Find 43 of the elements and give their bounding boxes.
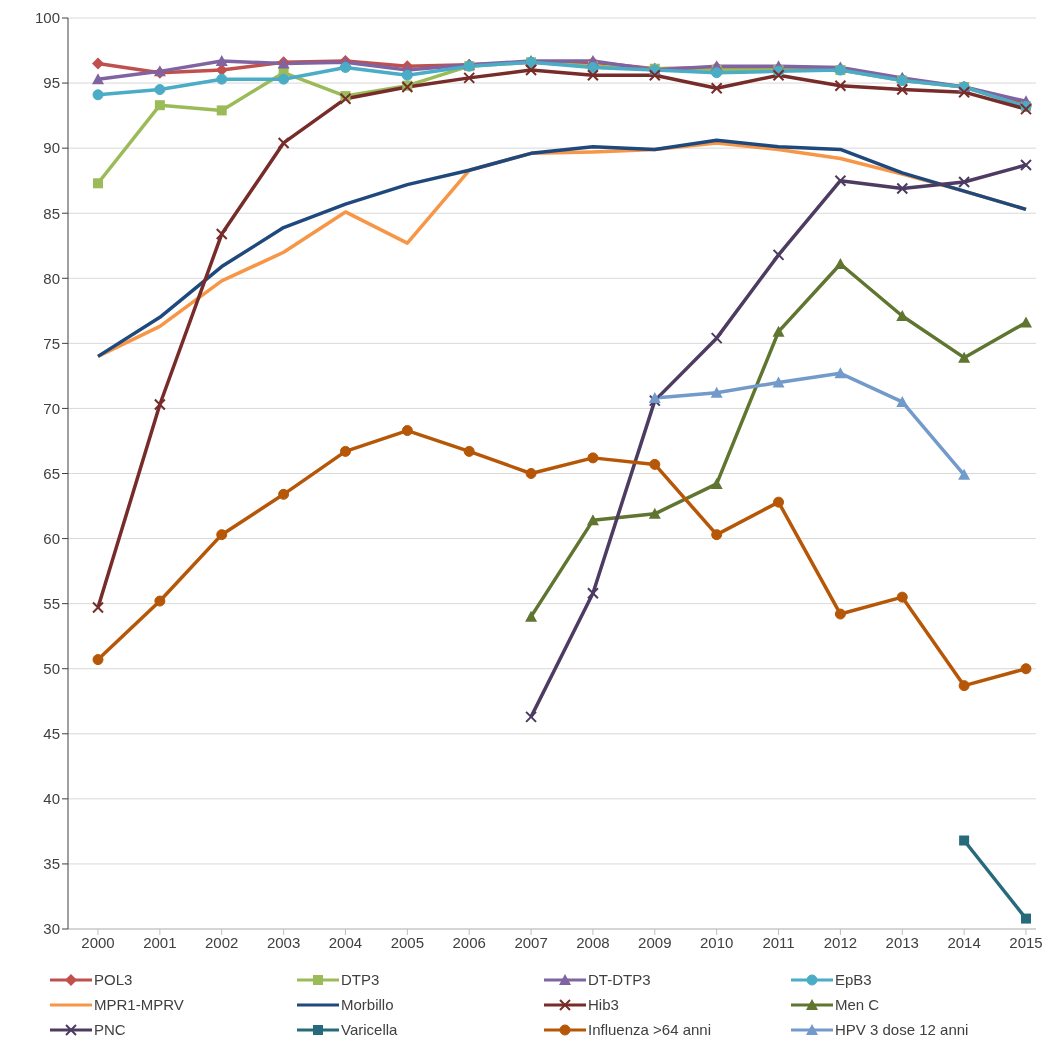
y-tick-label: 30	[43, 920, 60, 938]
y-tick-label: 90	[43, 139, 60, 157]
y-tick-label: 80	[43, 269, 60, 287]
y-tick-label: 35	[43, 855, 60, 873]
legend-label: MPR1-MPRV	[94, 996, 184, 1013]
legend-label: POL3	[94, 971, 133, 988]
x-tick-label: 2005	[390, 933, 425, 951]
x-tick-label: 2010	[699, 933, 734, 951]
x-tick-label: 2004	[328, 933, 363, 951]
legend-label: Morbillo	[341, 996, 394, 1013]
y-tick-label: 95	[43, 74, 60, 92]
legend-label: Men C	[835, 996, 880, 1013]
x-tick-label: 2002	[205, 933, 239, 951]
x-tick-label: 2009	[638, 933, 672, 951]
y-tick-label: 50	[43, 660, 60, 678]
x-tick-label: 2011	[762, 933, 795, 951]
x-tick-label: 2003	[266, 933, 301, 951]
y-tick-label: 40	[43, 790, 60, 808]
y-tick-label: 65	[43, 464, 60, 482]
x-tick-label: 2000	[81, 933, 115, 951]
x-tick-label: 2001	[143, 933, 177, 951]
legend-label: Hib3	[588, 996, 619, 1013]
x-tick-label: 2008	[576, 933, 610, 951]
x-tick-label: 2013	[885, 933, 919, 951]
legend-label: HPV 3 dose 12 anni	[835, 1021, 969, 1038]
legend-label: Influenza >64 anni	[588, 1021, 712, 1038]
y-tick-label: 45	[43, 725, 60, 743]
x-tick-label: 2007	[514, 933, 548, 951]
legend-label: EpB3	[835, 971, 872, 988]
y-tick-label: 60	[43, 529, 60, 547]
legend-label: PNC	[94, 1021, 126, 1038]
legend-label: DT-DTP3	[588, 971, 651, 988]
legend-label: DTP3	[341, 971, 380, 988]
x-tick-label: 2006	[452, 933, 486, 951]
y-tick-label: 85	[43, 204, 60, 222]
x-tick-label: 2012	[823, 933, 858, 951]
x-tick-label: 2014	[947, 933, 981, 951]
y-tick-label: 75	[43, 334, 60, 352]
x-tick-label: 2015	[1009, 933, 1043, 951]
y-tick-label: 55	[43, 594, 60, 612]
y-tick-label: 70	[43, 399, 60, 417]
legend-label: Varicella	[341, 1021, 398, 1038]
y-tick-label: 100	[34, 9, 60, 27]
